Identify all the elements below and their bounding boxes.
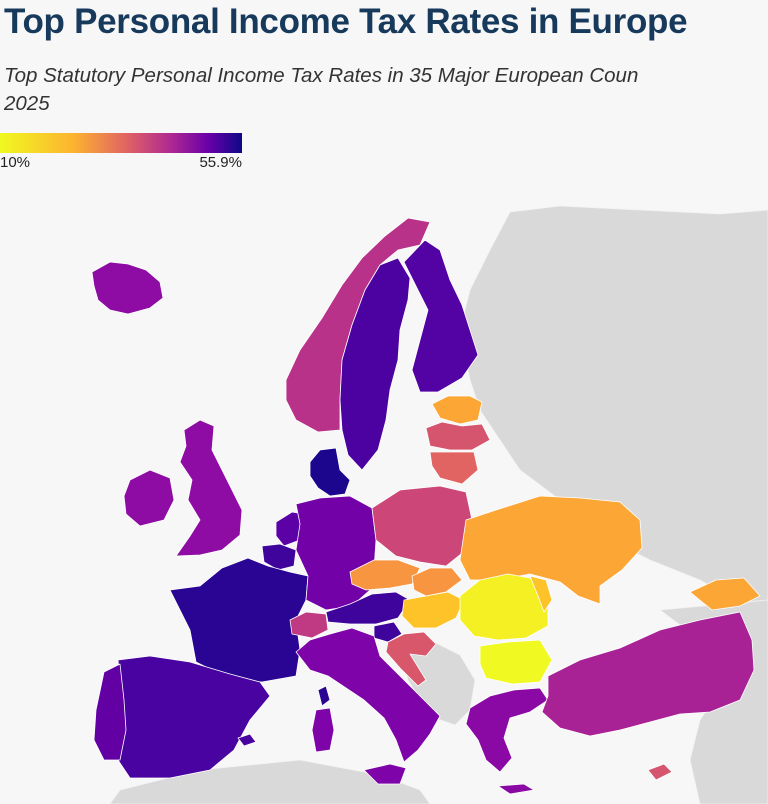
country-denmark — [309, 447, 351, 497]
country-slovakia — [411, 567, 463, 597]
country-latvia — [425, 421, 491, 451]
country-belgium — [261, 543, 297, 571]
country-sweden — [339, 257, 411, 471]
country-moldova — [529, 575, 553, 613]
country-estonia — [431, 395, 483, 425]
europe-map — [91, 205, 768, 804]
legend-max-label: 55.9% — [199, 154, 242, 171]
country-croatia — [385, 631, 437, 687]
country-czechia — [349, 559, 421, 591]
country-hungary — [401, 591, 465, 629]
country-finland — [403, 239, 479, 393]
subtitle-line-2: 2025 — [4, 92, 50, 115]
country-france-corsica — [317, 685, 331, 707]
legend-gradient-bar — [0, 133, 242, 153]
country-greece — [465, 687, 549, 773]
legend-labels: 10% 55.9% — [0, 154, 242, 171]
country-spain-balearics — [237, 733, 257, 747]
country-italy-sardinia — [311, 707, 335, 753]
country-norway — [285, 217, 431, 433]
country-cyprus — [647, 763, 673, 781]
page-title: Top Personal Income Tax Rates in Europe — [4, 2, 688, 41]
country-united-kingdom — [175, 419, 243, 557]
legend-min-label: 10% — [0, 154, 31, 171]
country-switzerland — [289, 611, 329, 639]
country-poland — [371, 485, 473, 567]
country-germany — [295, 495, 377, 611]
country-greece-crete — [497, 783, 535, 795]
subtitle-line-1: Top Statutory Personal Income Tax Rates … — [4, 64, 639, 87]
country-ireland — [123, 469, 175, 527]
country-turkey — [541, 611, 755, 737]
country-iceland — [91, 261, 164, 315]
country-romania — [459, 573, 549, 641]
country-bulgaria — [479, 639, 553, 685]
country-georgia — [689, 577, 761, 611]
color-legend: 10% 55.9% — [0, 133, 242, 171]
page-subtitle: Top Statutory Personal Income Tax Rates … — [4, 62, 768, 118]
country-italy-sicily — [363, 763, 407, 785]
country-italy — [295, 627, 441, 763]
country-portugal — [93, 663, 127, 761]
country-lithuania — [429, 451, 479, 485]
